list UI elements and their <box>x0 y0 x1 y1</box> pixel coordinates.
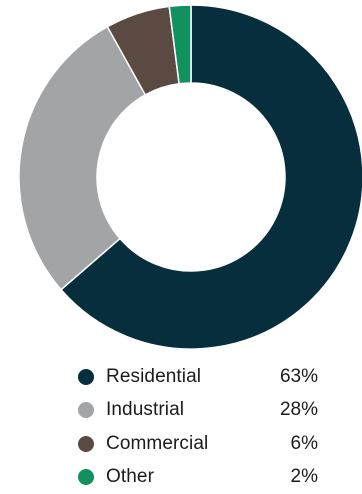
legend-value-commercial: 6% <box>258 433 318 455</box>
legend-swatch-residential <box>78 369 94 385</box>
legend-label-residential: Residential <box>106 366 258 388</box>
legend-swatch-commercial <box>78 436 94 452</box>
donut-chart-svg <box>0 0 362 362</box>
chart-legend: Residential 63% Industrial 28% Commercia… <box>78 360 318 494</box>
legend-value-residential: 63% <box>258 366 318 388</box>
legend-swatch-other <box>78 469 94 485</box>
legend-label-other: Other <box>106 466 258 488</box>
legend-value-industrial: 28% <box>258 399 318 421</box>
legend-swatch-industrial <box>78 402 94 418</box>
legend-item-industrial: Industrial 28% <box>78 394 318 428</box>
legend-item-residential: Residential 63% <box>78 360 318 394</box>
donut-chart <box>0 0 362 362</box>
legend-item-other: Other 2% <box>78 461 318 494</box>
legend-label-industrial: Industrial <box>106 399 258 421</box>
legend-label-commercial: Commercial <box>106 433 258 455</box>
legend-value-other: 2% <box>258 466 318 488</box>
legend-item-commercial: Commercial 6% <box>78 427 318 461</box>
